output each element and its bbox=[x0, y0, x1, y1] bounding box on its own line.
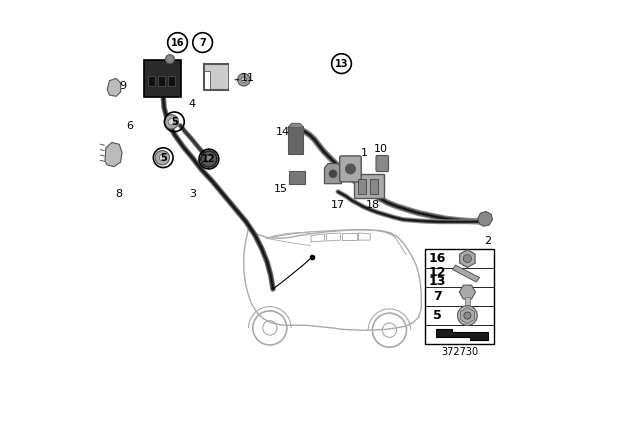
Text: 13: 13 bbox=[429, 275, 446, 288]
Text: 12: 12 bbox=[429, 266, 446, 279]
Text: 9: 9 bbox=[119, 81, 127, 91]
Polygon shape bbox=[460, 250, 475, 267]
FancyBboxPatch shape bbox=[288, 126, 303, 154]
Circle shape bbox=[241, 77, 246, 82]
Circle shape bbox=[464, 312, 471, 319]
Text: 3: 3 bbox=[189, 189, 196, 198]
Text: 7: 7 bbox=[433, 290, 442, 303]
Polygon shape bbox=[289, 123, 302, 128]
Text: 16: 16 bbox=[171, 38, 184, 47]
Circle shape bbox=[458, 306, 477, 325]
Circle shape bbox=[237, 73, 250, 86]
Bar bbox=[425, 249, 494, 344]
Text: 372730: 372730 bbox=[441, 347, 478, 357]
Polygon shape bbox=[108, 78, 121, 96]
Text: 18: 18 bbox=[366, 200, 380, 210]
FancyBboxPatch shape bbox=[353, 174, 384, 198]
Circle shape bbox=[155, 151, 170, 165]
Circle shape bbox=[159, 155, 166, 161]
Text: 8: 8 bbox=[115, 189, 122, 198]
Text: 12: 12 bbox=[202, 154, 216, 164]
Circle shape bbox=[463, 254, 472, 263]
Bar bbox=[158, 76, 165, 86]
Polygon shape bbox=[477, 211, 493, 226]
Circle shape bbox=[168, 119, 174, 125]
Text: 2: 2 bbox=[484, 236, 492, 246]
Polygon shape bbox=[460, 307, 474, 323]
Circle shape bbox=[166, 55, 174, 64]
Text: 4: 4 bbox=[189, 99, 196, 109]
Text: 5: 5 bbox=[171, 117, 178, 127]
Bar bbox=[148, 76, 155, 86]
Bar bbox=[465, 297, 470, 306]
Text: 5: 5 bbox=[433, 309, 442, 322]
Text: 14: 14 bbox=[276, 127, 291, 137]
Circle shape bbox=[201, 151, 217, 167]
Polygon shape bbox=[436, 329, 488, 340]
FancyBboxPatch shape bbox=[376, 155, 388, 172]
Bar bbox=[358, 179, 366, 194]
Text: 5: 5 bbox=[160, 153, 166, 163]
Text: 10: 10 bbox=[374, 144, 387, 154]
Text: 15: 15 bbox=[273, 184, 287, 194]
Bar bbox=[370, 179, 378, 194]
Text: 17: 17 bbox=[331, 200, 345, 210]
FancyBboxPatch shape bbox=[340, 156, 361, 182]
Polygon shape bbox=[452, 265, 479, 282]
Circle shape bbox=[164, 115, 179, 129]
Polygon shape bbox=[460, 285, 476, 299]
Polygon shape bbox=[204, 64, 228, 90]
Polygon shape bbox=[105, 142, 122, 167]
Circle shape bbox=[346, 164, 355, 174]
Bar bbox=[168, 76, 175, 86]
Text: 1: 1 bbox=[360, 148, 367, 158]
FancyBboxPatch shape bbox=[145, 60, 181, 97]
Polygon shape bbox=[324, 164, 342, 184]
Circle shape bbox=[205, 155, 212, 163]
Circle shape bbox=[329, 170, 337, 178]
FancyBboxPatch shape bbox=[289, 171, 305, 184]
Text: 11: 11 bbox=[241, 73, 255, 83]
Text: 7: 7 bbox=[199, 38, 206, 47]
Text: 6: 6 bbox=[126, 121, 133, 131]
Text: 13: 13 bbox=[335, 59, 348, 69]
Text: 16: 16 bbox=[429, 252, 446, 265]
